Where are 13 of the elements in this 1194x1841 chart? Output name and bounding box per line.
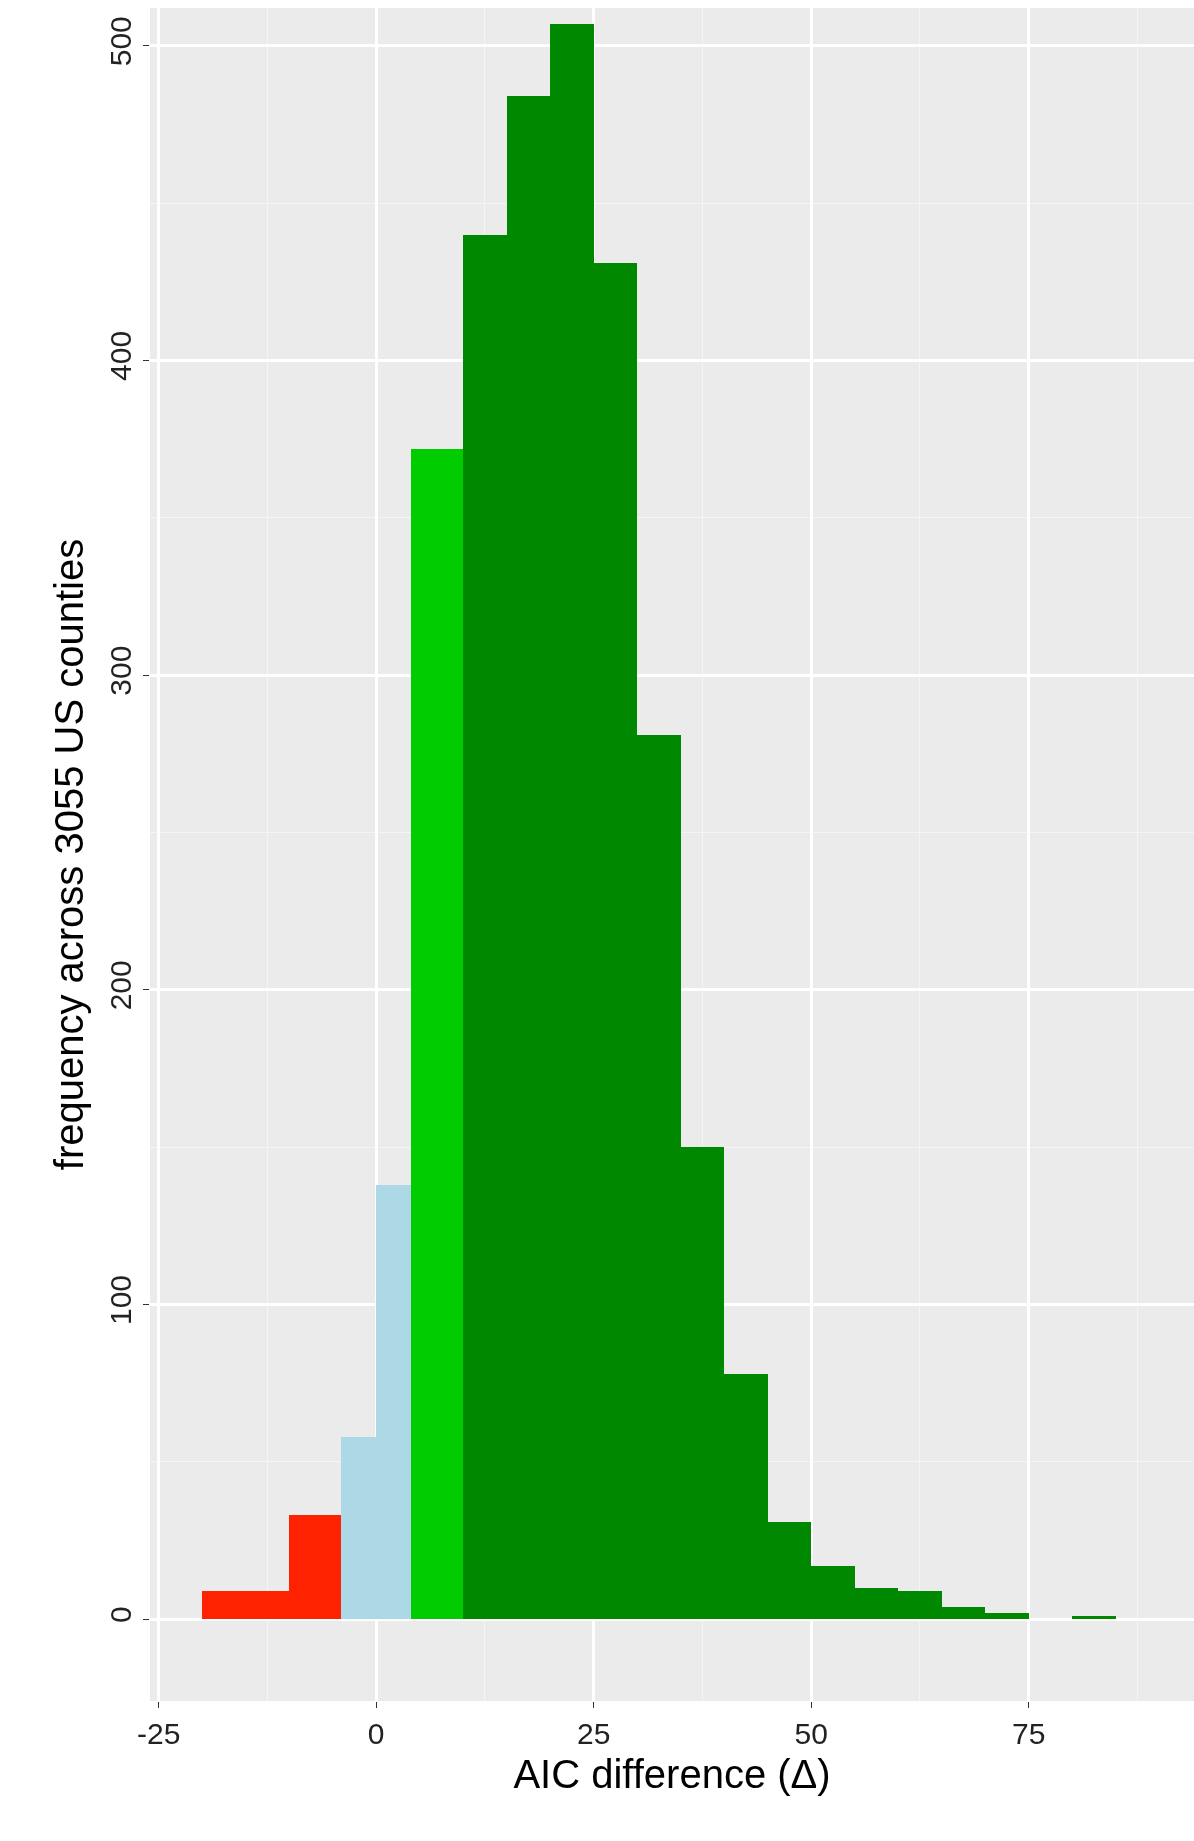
x-tick-label: 25 bbox=[577, 1717, 611, 1750]
x-axis-title: AIC difference (Δ) bbox=[513, 1751, 831, 1796]
x-tick-label: 0 bbox=[367, 1717, 385, 1750]
y-tick-label: 200 bbox=[104, 960, 137, 1011]
y-tick-label: 300 bbox=[104, 645, 137, 696]
y-tick-label: 500 bbox=[104, 16, 137, 67]
x-tick-label: 50 bbox=[794, 1717, 828, 1750]
y-axis-title: frequency across 3055 US counties bbox=[46, 538, 91, 1171]
x-tick-label: -25 bbox=[137, 1717, 181, 1750]
y-tick-label: 100 bbox=[104, 1274, 137, 1326]
y-tick-label: 0 bbox=[104, 1606, 137, 1624]
y-tick-label: 400 bbox=[104, 330, 137, 381]
x-tick-label: 75 bbox=[1012, 1717, 1046, 1750]
